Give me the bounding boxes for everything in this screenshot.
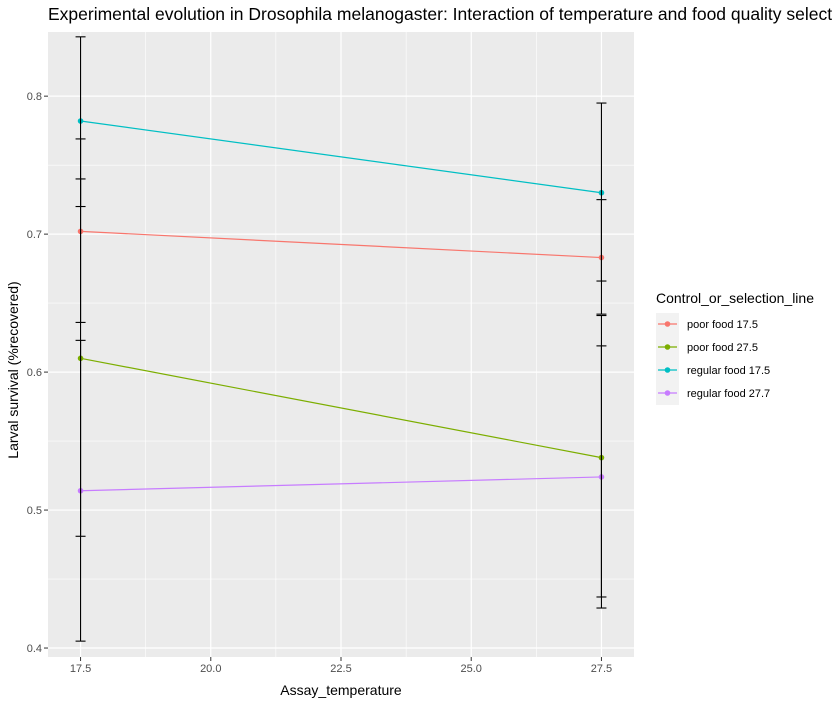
x-tick-label: 17.5 [70,663,91,675]
x-tick-label: 20.0 [200,663,221,675]
data-layer [75,36,607,642]
legend: Control_or_selection_line poor food 17.5… [656,290,814,405]
legend-key-point [664,344,671,350]
legend-label: poor food 17.5 [687,319,758,331]
y-tick-label: 0.5 [27,505,42,517]
x-axis-title: Assay_temperature [280,682,402,698]
y-tick-label: 0.8 [27,91,42,103]
error-bar [596,102,607,282]
y-tick-label: 0.7 [27,229,42,241]
series-line [80,476,602,492]
y-axis-title: Larval survival (%recovered) [5,281,21,458]
x-tick-label: 22.5 [330,663,351,675]
y-tick-label: 0.4 [27,643,42,655]
legend-key-point [664,321,671,327]
x-tick-label: 27.5 [591,663,612,675]
legend-label: regular food 27.7 [687,388,770,400]
y-tick-label: 0.6 [27,367,42,379]
legend-item: regular food 17.5 [656,359,770,382]
x-tick-label: 25.0 [461,663,482,675]
legend-item: poor food 17.5 [656,313,758,336]
chart-title: Experimental evolution in Drosophila mel… [48,4,833,24]
legend-key-point [664,367,671,373]
legend-label: poor food 27.5 [687,342,758,354]
legend-item: regular food 27.7 [656,382,770,405]
error-bar [75,36,86,208]
series-line [80,357,602,459]
error-bar [75,339,86,642]
series-line [80,230,602,259]
error-bar [596,345,607,609]
axes: 17.5 20.0 22.5 25.0 27.5 0.4 0.5 0.6 0.7 0.8 [27,91,612,675]
legend-title: Control_or_selection_line [656,290,814,306]
legend-label: regular food 17.5 [687,365,770,377]
legend-item: poor food 27.5 [656,336,758,359]
legend-key-point [664,390,671,396]
series-line [80,120,602,194]
